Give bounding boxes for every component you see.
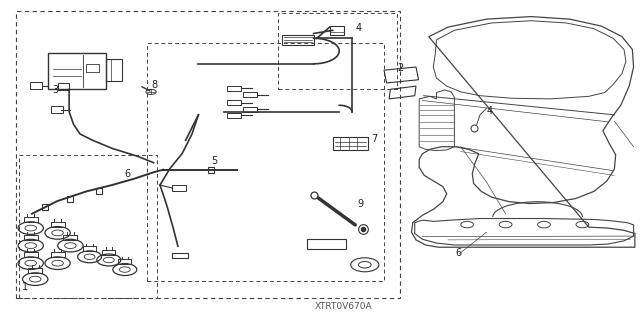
Bar xyxy=(147,43,384,281)
Text: 6: 6 xyxy=(456,248,462,258)
Bar xyxy=(333,137,368,150)
Bar xyxy=(118,259,131,264)
Text: 4: 4 xyxy=(355,24,362,33)
Bar xyxy=(172,253,188,258)
Bar xyxy=(83,247,96,251)
Bar xyxy=(86,64,99,72)
Bar xyxy=(28,268,42,273)
Bar xyxy=(106,59,122,81)
Bar xyxy=(24,217,38,222)
Text: 2: 2 xyxy=(397,63,403,73)
Text: 7: 7 xyxy=(371,134,378,144)
Bar xyxy=(282,35,314,45)
Bar xyxy=(63,235,77,240)
Bar xyxy=(58,83,69,90)
Bar xyxy=(102,250,115,255)
Bar xyxy=(227,86,241,91)
Bar xyxy=(307,239,346,249)
Bar xyxy=(227,100,241,105)
Bar xyxy=(48,53,106,89)
Bar xyxy=(330,26,344,35)
Bar xyxy=(243,92,257,97)
Bar xyxy=(19,155,157,298)
Bar xyxy=(172,185,186,191)
Bar xyxy=(30,82,42,89)
Text: 6: 6 xyxy=(125,169,131,179)
Text: XTRT0V670A: XTRT0V670A xyxy=(315,302,372,311)
Bar xyxy=(16,11,400,298)
Text: 3: 3 xyxy=(52,85,59,95)
Text: 1: 1 xyxy=(22,282,29,292)
Bar xyxy=(24,235,38,240)
Bar xyxy=(51,106,63,113)
Bar xyxy=(51,252,65,257)
Bar xyxy=(51,222,65,227)
Text: 8: 8 xyxy=(151,80,157,90)
Bar xyxy=(24,252,38,257)
Text: 4: 4 xyxy=(486,107,493,116)
Text: 5: 5 xyxy=(211,156,218,166)
Bar xyxy=(227,113,241,118)
Bar xyxy=(243,107,257,112)
Text: 9: 9 xyxy=(357,199,364,209)
Bar xyxy=(278,13,397,89)
